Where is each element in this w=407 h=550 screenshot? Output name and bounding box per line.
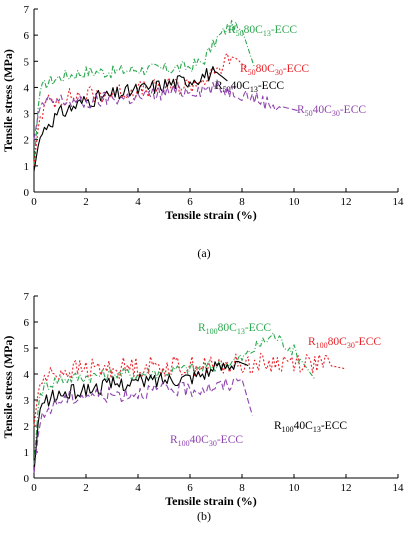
y-tick-label: 0 — [24, 187, 30, 199]
x-tick-label: 6 — [187, 196, 193, 208]
x-tick-label: 8 — [239, 482, 245, 494]
series-label-4: R10040C30-ECC — [170, 434, 243, 448]
series-label-4: R5040C30-ECC — [297, 104, 366, 118]
series-label-2: R10080C30-ECC — [308, 336, 381, 350]
x-tick-label: 0 — [31, 482, 37, 494]
y-tick-label: 4 — [24, 369, 30, 381]
x-tick-label: 12 — [341, 482, 352, 494]
x-tick-label: 6 — [187, 482, 193, 494]
y-tick-label: 5 — [24, 56, 30, 68]
series-label-1: R10080C13-ECC — [198, 322, 271, 336]
x-tick-label: 12 — [341, 196, 352, 208]
x-tick-label: 10 — [289, 196, 301, 208]
series-line-2 — [33, 52, 247, 166]
y-tick-label: 6 — [24, 317, 30, 329]
y-tick-label: 4 — [24, 82, 30, 94]
series-label-1: R5080C13-ECC — [228, 24, 297, 38]
y-tick-label: 6 — [24, 30, 30, 42]
x-tick-label: 8 — [239, 196, 245, 208]
series-line-4 — [33, 79, 299, 140]
x-tick-label: 0 — [31, 196, 37, 208]
series-label-2: R5080C30-ECC — [240, 63, 309, 77]
y-tick-label: 5 — [24, 343, 30, 355]
panel-label: (a) — [197, 246, 210, 260]
x-tick-label: 2 — [83, 196, 89, 208]
series-line-4 — [33, 377, 253, 473]
x-tick-label: 4 — [135, 482, 141, 494]
y-axis-title: Tensile stress (MPa) — [1, 336, 15, 439]
y-tick-label: 1 — [24, 447, 30, 459]
x-axis-title: Tensile strain (%) — [165, 494, 257, 508]
series-line-3 — [33, 66, 228, 172]
y-tick-label: 3 — [24, 109, 30, 121]
series-line-3 — [33, 360, 249, 473]
series-line-1 — [33, 19, 256, 166]
y-tick-label: 7 — [24, 291, 30, 303]
series-label-3: R5040C13-ECC — [215, 80, 284, 94]
y-tick-label: 1 — [24, 161, 30, 173]
x-tick-label: 14 — [393, 196, 405, 208]
y-tick-label: 2 — [24, 135, 30, 147]
panel-label: (b) — [197, 509, 211, 523]
x-tick-label: 14 — [393, 482, 405, 494]
x-tick-label: 4 — [135, 196, 141, 208]
y-tick-label: 7 — [24, 4, 30, 16]
y-tick-label: 2 — [24, 421, 30, 433]
x-axis-title: Tensile strain (%) — [165, 208, 257, 222]
series-label-3: R10040C13-ECC — [274, 420, 347, 434]
y-axis-title: Tensile stress (MPa) — [1, 49, 15, 152]
y-tick-label: 0 — [24, 473, 30, 485]
x-tick-label: 2 — [83, 482, 89, 494]
series-line-2 — [33, 352, 347, 427]
x-tick-label: 10 — [289, 482, 301, 494]
y-tick-label: 3 — [24, 395, 30, 407]
